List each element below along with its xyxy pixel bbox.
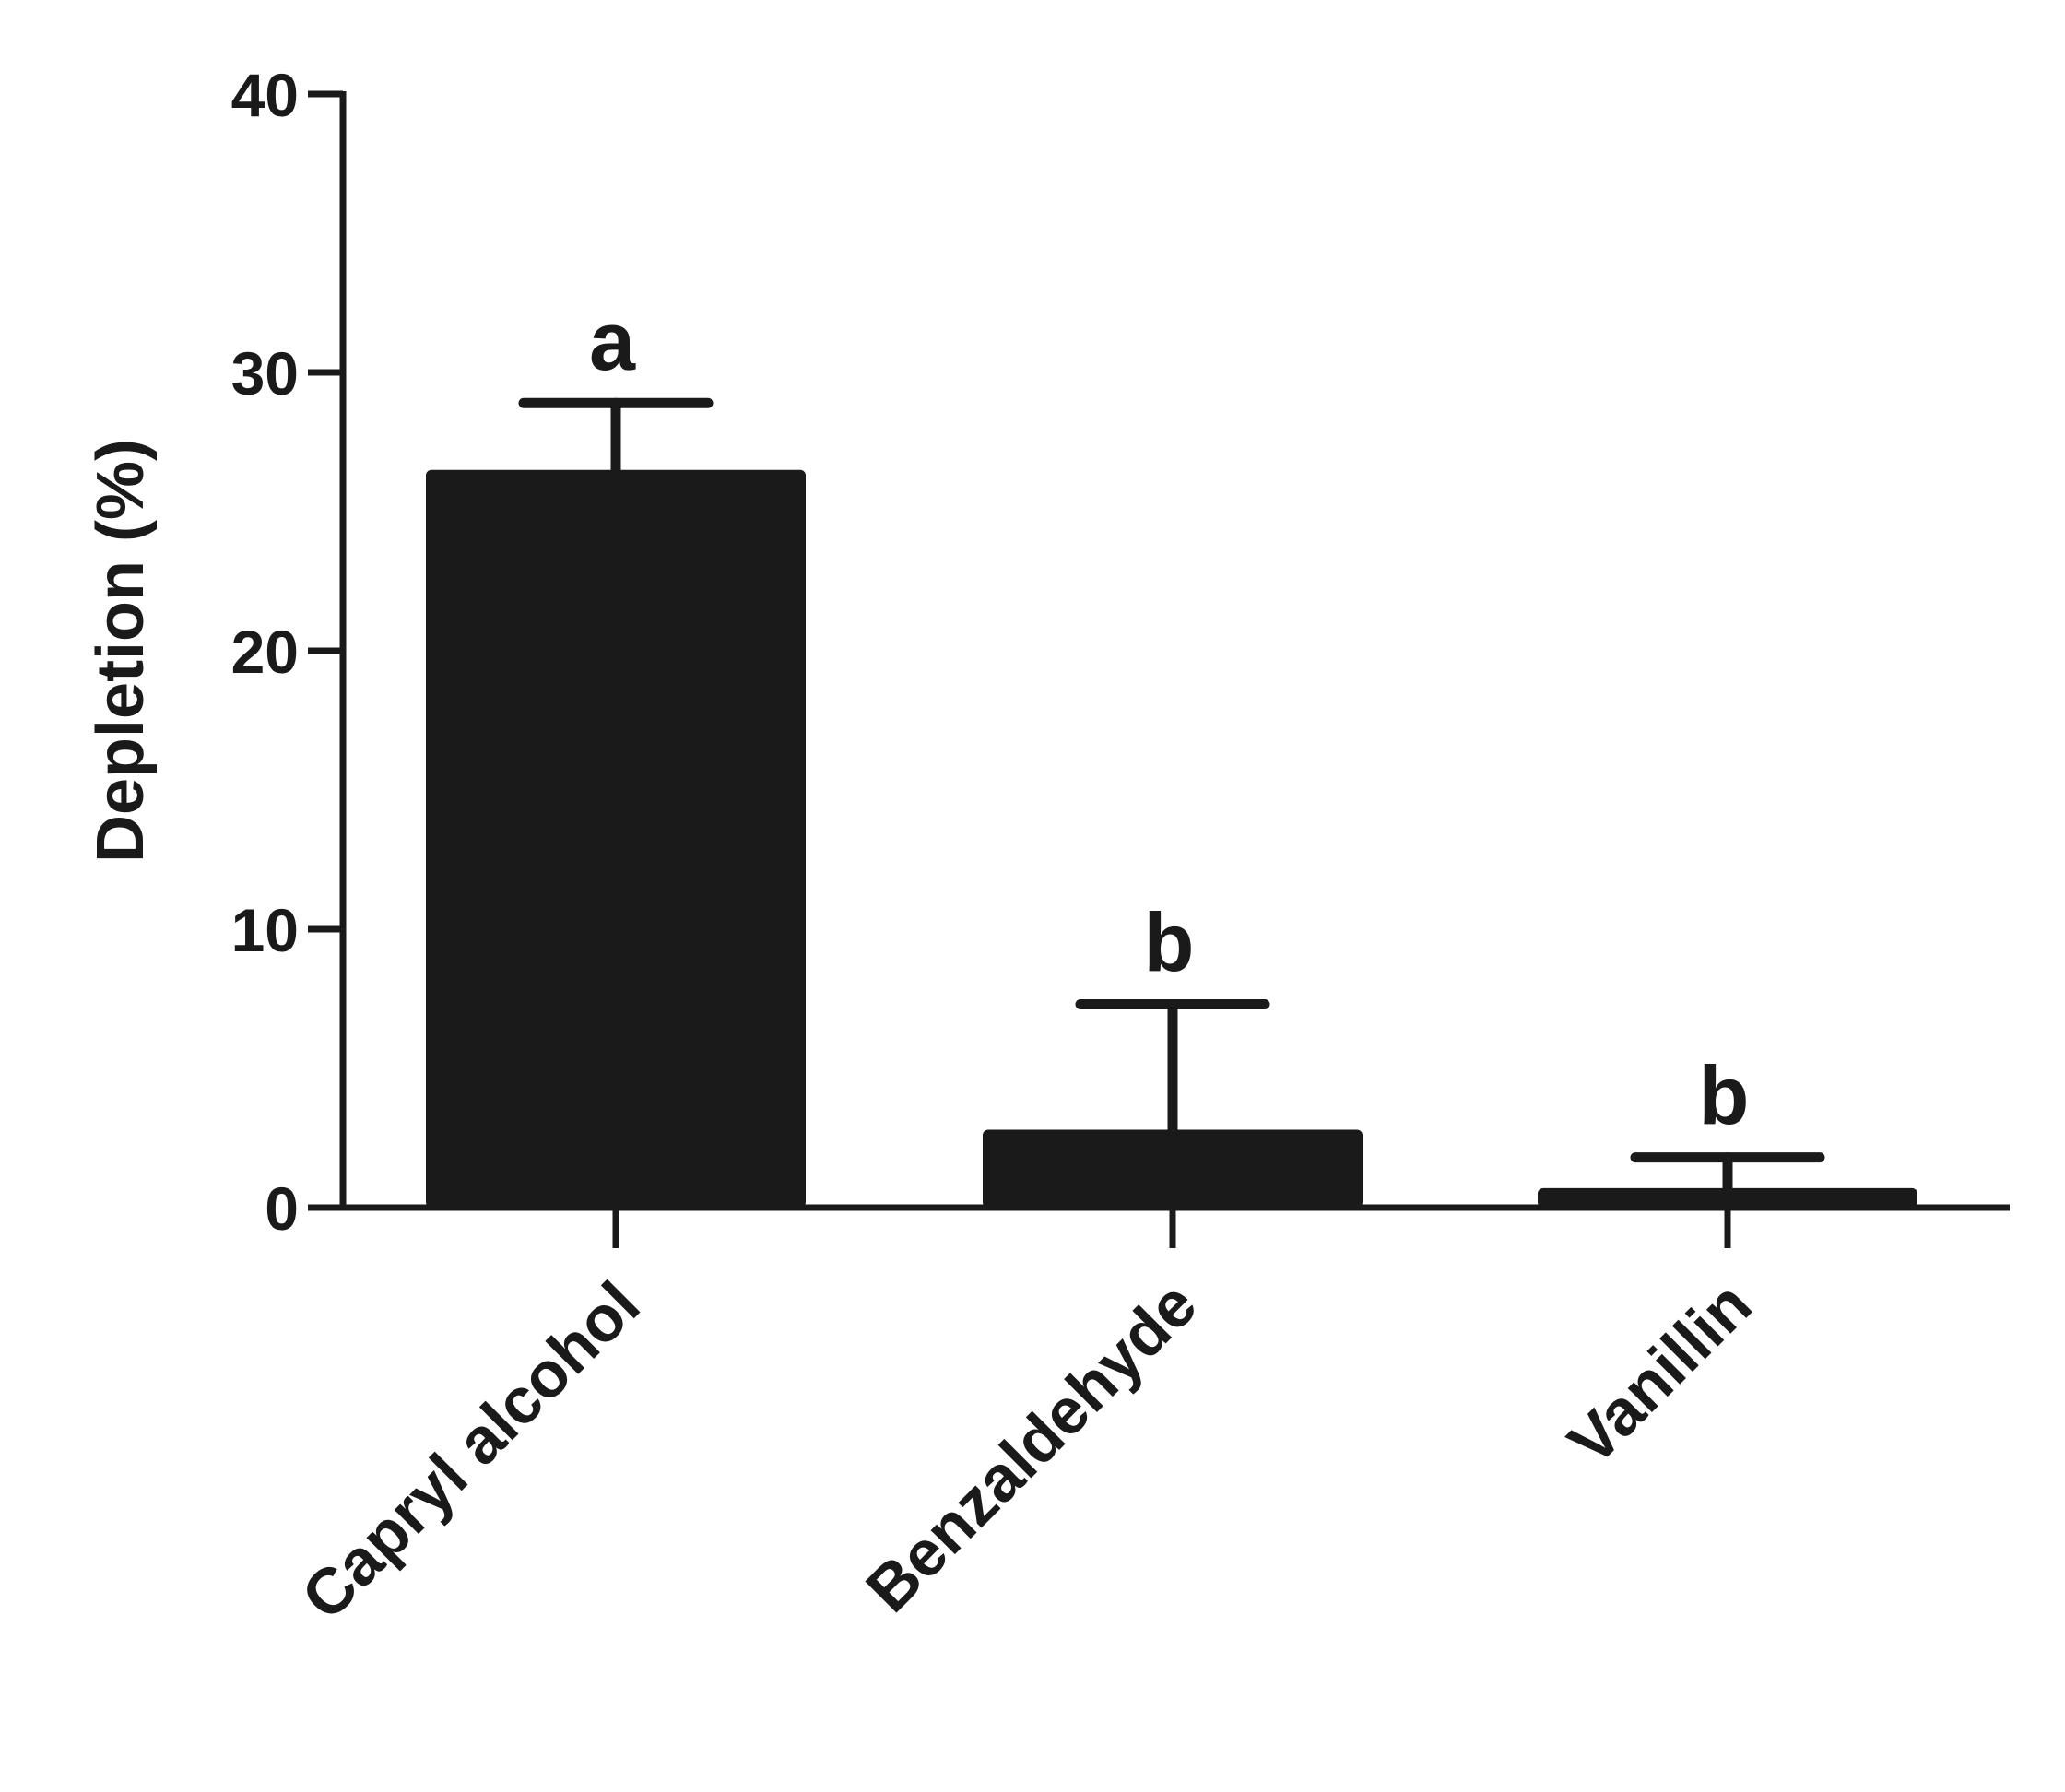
bars bbox=[426, 469, 1918, 1208]
x-category-label: Benzaldehyde bbox=[853, 1267, 1210, 1625]
significance-labels: a b b bbox=[589, 296, 1750, 1142]
y-axis: 0 10 20 30 40 bbox=[231, 61, 347, 1243]
y-tick-label: 30 bbox=[231, 339, 299, 407]
significance-letter: a bbox=[589, 296, 636, 388]
y-tick-label: 20 bbox=[231, 618, 299, 686]
bar bbox=[1538, 1187, 1918, 1208]
x-axis: Capryl alcohol Benzaldehyde Vanillin bbox=[288, 1204, 2010, 1633]
significance-letter: b bbox=[1699, 1051, 1750, 1143]
error-bars bbox=[518, 397, 1825, 1194]
y-axis-title: Depletion (%) bbox=[84, 439, 158, 863]
significance-letter: b bbox=[1144, 898, 1195, 990]
y-tick-label: 40 bbox=[231, 61, 299, 129]
bar bbox=[426, 469, 806, 1208]
x-category-label: Capryl alcohol bbox=[288, 1267, 653, 1633]
x-category-label: Vanillin bbox=[1554, 1267, 1764, 1478]
y-tick-label: 0 bbox=[265, 1174, 299, 1243]
y-tick-label: 10 bbox=[231, 896, 299, 964]
bar bbox=[983, 1129, 1363, 1208]
